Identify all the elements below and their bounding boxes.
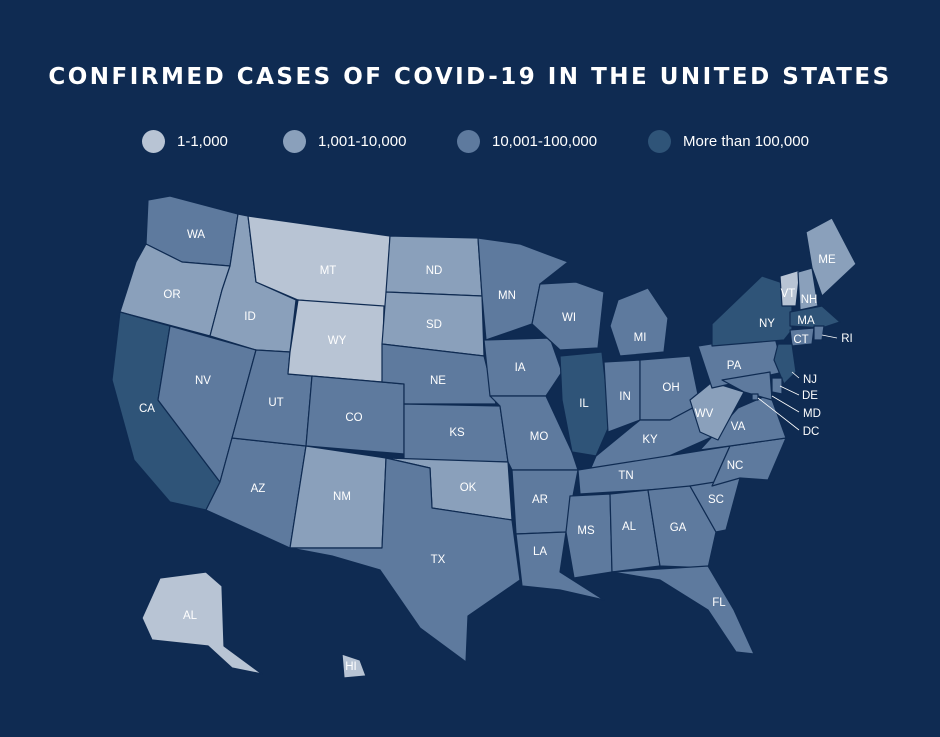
state-label: OH	[662, 382, 679, 394]
state-label: TN	[618, 470, 633, 482]
state-label: ID	[244, 311, 256, 323]
leader-ri	[821, 334, 838, 339]
state-label: VT	[781, 288, 796, 300]
state-label: IL	[579, 398, 589, 410]
state-label: VA	[731, 421, 746, 433]
state-nc[interactable]	[711, 437, 787, 487]
state-ny[interactable]	[711, 275, 793, 347]
state-label: IN	[619, 391, 631, 403]
state-labels: WA OR CA ID NV AZ UT MT WY CO NM ND SD N…	[139, 229, 853, 673]
state-label: WV	[695, 408, 714, 420]
state-label: CT	[793, 334, 808, 346]
state-label: MD	[803, 408, 821, 420]
state-label: MT	[320, 265, 337, 277]
state-ma[interactable]	[789, 305, 841, 329]
state-label: ND	[426, 265, 443, 277]
legend-item-tier-2: 1,001-10,000	[283, 128, 406, 154]
state-label: SC	[708, 494, 724, 506]
legend-label: 10,001-100,000	[492, 132, 598, 150]
state-label: CO	[345, 412, 362, 424]
legend-swatch	[457, 129, 480, 153]
state-label: NV	[195, 375, 211, 387]
state-dc[interactable]	[751, 393, 759, 401]
state-label: OK	[460, 482, 477, 494]
state-ct[interactable]	[789, 327, 815, 347]
legend-swatch	[648, 129, 671, 153]
legend-swatch	[142, 129, 165, 153]
state-label: MO	[530, 431, 549, 443]
leader-lines	[757, 334, 838, 431]
state-label: CA	[139, 403, 155, 415]
state-label: TX	[431, 554, 446, 566]
legend-label: 1,001-10,000	[318, 132, 407, 150]
state-vt[interactable]	[779, 269, 801, 307]
state-label: DC	[803, 426, 820, 438]
state-de[interactable]	[771, 377, 783, 395]
leader-dc	[757, 397, 800, 431]
state-label: DE	[802, 390, 818, 402]
state-label: NM	[333, 491, 351, 503]
state-mi[interactable]	[609, 287, 669, 357]
state-label: ME	[818, 254, 836, 266]
legend-item-tier-3: 10,001-100,000	[457, 128, 597, 154]
legend: 1-1,000 1,001-10,000 10,001-100,000 More…	[0, 128, 940, 154]
state-label: HI	[345, 661, 357, 673]
state-ga[interactable]	[647, 485, 717, 569]
leader-md	[771, 395, 800, 413]
state-label: WA	[187, 229, 205, 241]
state-label: KS	[449, 427, 465, 439]
state-label: SD	[426, 319, 442, 331]
leader-nj	[791, 371, 800, 379]
legend-swatch	[283, 129, 306, 153]
state-label: WY	[328, 335, 347, 347]
state-md[interactable]	[721, 371, 773, 401]
state-label: GA	[670, 522, 687, 534]
state-label: NE	[430, 375, 446, 387]
state-label: MS	[577, 525, 595, 537]
state-label: AL	[183, 610, 198, 622]
state-fl[interactable]	[611, 565, 755, 655]
leader-de	[779, 385, 800, 396]
state-ri[interactable]	[813, 325, 825, 341]
state-hi[interactable]	[341, 653, 367, 679]
state-label: UT	[268, 397, 283, 409]
state-label: NC	[727, 460, 744, 472]
state-nh[interactable]	[797, 267, 819, 311]
state-label: NH	[801, 294, 818, 306]
legend-label: 1-1,000	[177, 132, 228, 150]
state-label: PA	[727, 360, 742, 372]
state-tx[interactable]	[289, 457, 521, 663]
state-label: OR	[163, 289, 180, 301]
state-label: MI	[634, 332, 647, 344]
state-label: LA	[533, 546, 547, 558]
legend-label: More than 100,000	[683, 132, 809, 150]
legend-item-tier-1: 1-1,000	[142, 128, 228, 154]
legend-item-tier-4: More than 100,000	[648, 128, 809, 154]
state-ia[interactable]	[483, 337, 563, 397]
state-wv[interactable]	[689, 381, 745, 441]
state-label: MA	[797, 315, 815, 327]
state-label: AZ	[251, 483, 266, 495]
state-label: NY	[759, 318, 775, 330]
state-label: IA	[515, 362, 526, 374]
state-me[interactable]	[805, 217, 857, 297]
state-ms[interactable]	[565, 493, 613, 579]
state-label: RI	[841, 333, 853, 345]
state-alaska[interactable]	[141, 571, 263, 675]
state-wi[interactable]	[531, 281, 605, 351]
map-title: CONFIRMED CASES OF COVID-19 IN THE UNITE…	[48, 64, 892, 90]
state-label: MN	[498, 290, 516, 302]
state-label: FL	[712, 597, 726, 609]
state-label: NJ	[803, 374, 817, 386]
state-label: KY	[642, 434, 658, 446]
state-label: AL	[622, 521, 637, 533]
state-label: AR	[532, 494, 548, 506]
state-label: WI	[562, 312, 576, 324]
state-nj[interactable]	[773, 343, 797, 385]
